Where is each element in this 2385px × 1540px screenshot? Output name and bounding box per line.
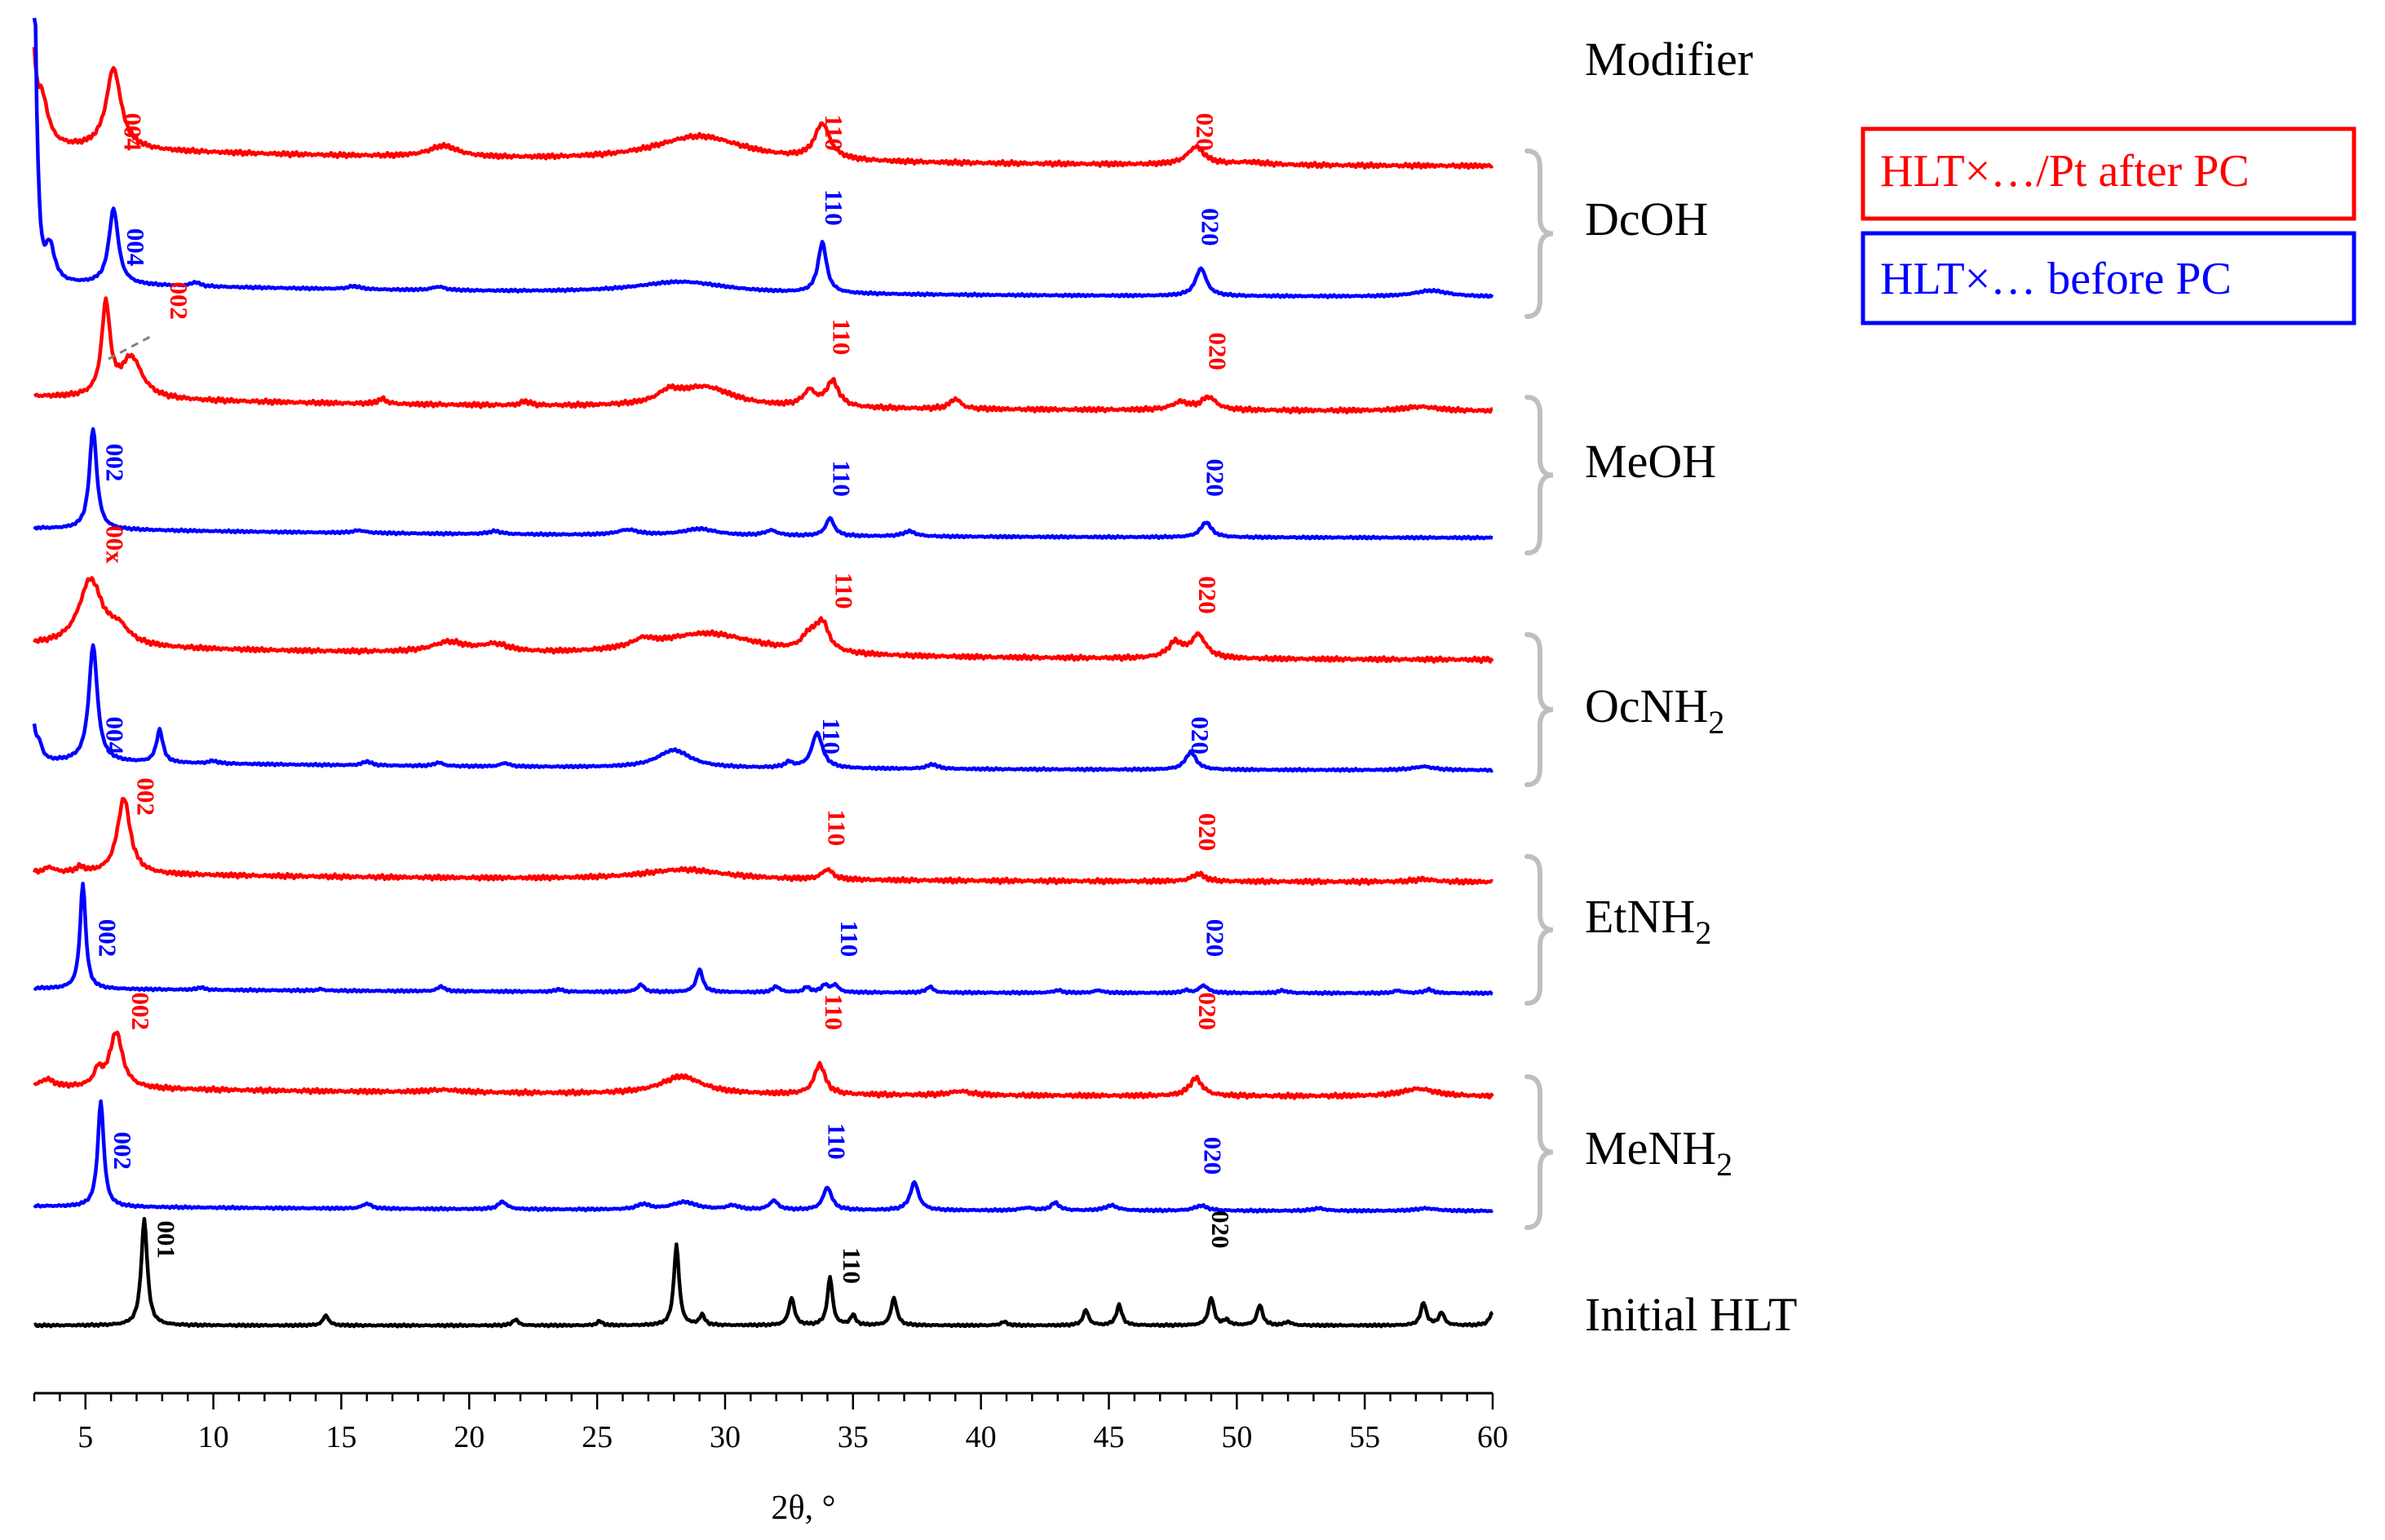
bracket-0	[1524, 148, 1554, 319]
legend: HLT×…/Pt after PC HLT×… before PC	[1861, 126, 2356, 325]
trace-0	[32, 46, 1494, 170]
peak-label-7-0: 002	[93, 919, 122, 958]
group-label-1: MeOH	[1585, 435, 1716, 488]
x-tick-label: 35	[838, 1420, 869, 1454]
peak-label-2-2: 020	[1204, 333, 1232, 371]
trace-5	[32, 643, 1494, 773]
initial-hlt-label: Initial HLT	[1585, 1288, 1797, 1341]
trace-2	[33, 296, 1493, 415]
peak-label-8-2: 020	[1193, 993, 1222, 1031]
trace-6	[32, 796, 1493, 887]
peak-label-0-2: 020	[1191, 113, 1219, 152]
group-label-2: OcNH2	[1585, 679, 1724, 741]
peak-label-5-0: 004	[101, 717, 130, 755]
group-brackets	[1524, 148, 1554, 1230]
modifier-header: Modifier	[1585, 33, 1753, 86]
trace-4	[33, 576, 1494, 664]
peak-label-1-1: 110	[820, 189, 848, 226]
x-tick-label: 30	[710, 1420, 741, 1454]
peak-label-4-0: 00x	[101, 525, 130, 564]
peak-label-6-2: 020	[1193, 813, 1222, 852]
x-tick-label: 15	[325, 1420, 356, 1454]
x-tick-label: 20	[454, 1420, 485, 1454]
legend-text-before-pc: HLT×… before PC	[1880, 254, 2232, 304]
peak-label-10-2: 020	[1206, 1210, 1235, 1249]
trace-10	[33, 1216, 1494, 1329]
trace-9	[33, 1099, 1494, 1214]
peak-label-3-1: 110	[828, 460, 856, 497]
bracket-2	[1524, 632, 1554, 787]
group-label-main: DcOH	[1585, 192, 1708, 246]
trace-8	[33, 1030, 1494, 1100]
peak-label-10-1: 110	[838, 1247, 866, 1284]
peak-labels-layer: 004 110 020 004 110 020 002 110 020 002 110 020 00x 1…	[93, 113, 1235, 1285]
x-tick-label: 40	[966, 1420, 997, 1454]
x-tick-label: 5	[77, 1420, 93, 1454]
group-label-main: MeOH	[1585, 435, 1716, 488]
peak-label-2-0: 002	[165, 282, 193, 321]
peak-label-5-1: 110	[817, 718, 846, 755]
legend-box-after-pc	[1861, 126, 2356, 221]
peak-label-9-0: 002	[108, 1132, 137, 1170]
peak-label-5-2: 020	[1186, 717, 1215, 755]
peak-label-2-1: 110	[828, 319, 856, 356]
group-label-4: MeNH2	[1585, 1122, 1732, 1183]
peak-label-4-2: 020	[1193, 576, 1222, 614]
group-label-sub: 2	[1716, 1146, 1732, 1183]
group-label-main: EtNH	[1585, 890, 1695, 943]
group-label-main: MeNH	[1585, 1122, 1716, 1175]
traces-layer	[32, 17, 1494, 1329]
x-tick-label: 60	[1477, 1420, 1508, 1454]
dashed-leader-line	[108, 333, 156, 361]
trace-3	[33, 427, 1493, 541]
peak-label-4-1: 110	[830, 573, 859, 609]
x-tick-label: 50	[1221, 1420, 1252, 1454]
x-axis: 5 10 15 20 25 30 35 40 45 50 55 60	[33, 1392, 1508, 1454]
peak-label-3-0: 002	[101, 444, 130, 482]
peak-label-8-1: 110	[820, 993, 848, 1030]
x-tick-label: 10	[198, 1420, 229, 1454]
x-axis-title: 2θ, °	[772, 1489, 836, 1527]
group-label-sub: 2	[1695, 914, 1711, 951]
x-tick-label: 45	[1093, 1420, 1124, 1454]
peak-label-8-0: 002	[126, 993, 155, 1031]
peak-label-10-0: 001	[152, 1221, 180, 1259]
bracket-4	[1524, 1074, 1554, 1230]
x-tick-label: 55	[1349, 1420, 1380, 1454]
peak-label-9-1: 110	[822, 1123, 851, 1160]
peak-label-0-1: 110	[820, 114, 848, 151]
group-label-0: DcOH	[1585, 192, 1708, 246]
legend-box-before-pc	[1861, 231, 2356, 325]
trace-7	[33, 882, 1493, 997]
group-label-sub: 2	[1708, 704, 1724, 741]
peak-label-1-2: 020	[1196, 208, 1224, 246]
peak-label-6-1: 110	[822, 809, 851, 846]
peak-label-1-0: 004	[122, 228, 150, 267]
bracket-3	[1524, 854, 1554, 1006]
peak-label-6-0: 002	[131, 778, 160, 816]
peak-label-7-1: 110	[835, 920, 864, 957]
group-label-3: EtNH2	[1585, 890, 1711, 951]
peak-label-3-2: 020	[1201, 459, 1230, 498]
legend-text-after-pc: HLT×…/Pt after PC	[1880, 146, 2250, 197]
bracket-1	[1524, 395, 1554, 555]
peak-label-9-2: 020	[1198, 1137, 1227, 1175]
group-label-main: OcNH	[1585, 679, 1708, 732]
trace-1	[32, 17, 1494, 299]
x-tick-label: 25	[582, 1420, 613, 1454]
peak-label-7-2: 020	[1201, 919, 1230, 958]
peak-label-0-0: 004	[119, 113, 148, 152]
